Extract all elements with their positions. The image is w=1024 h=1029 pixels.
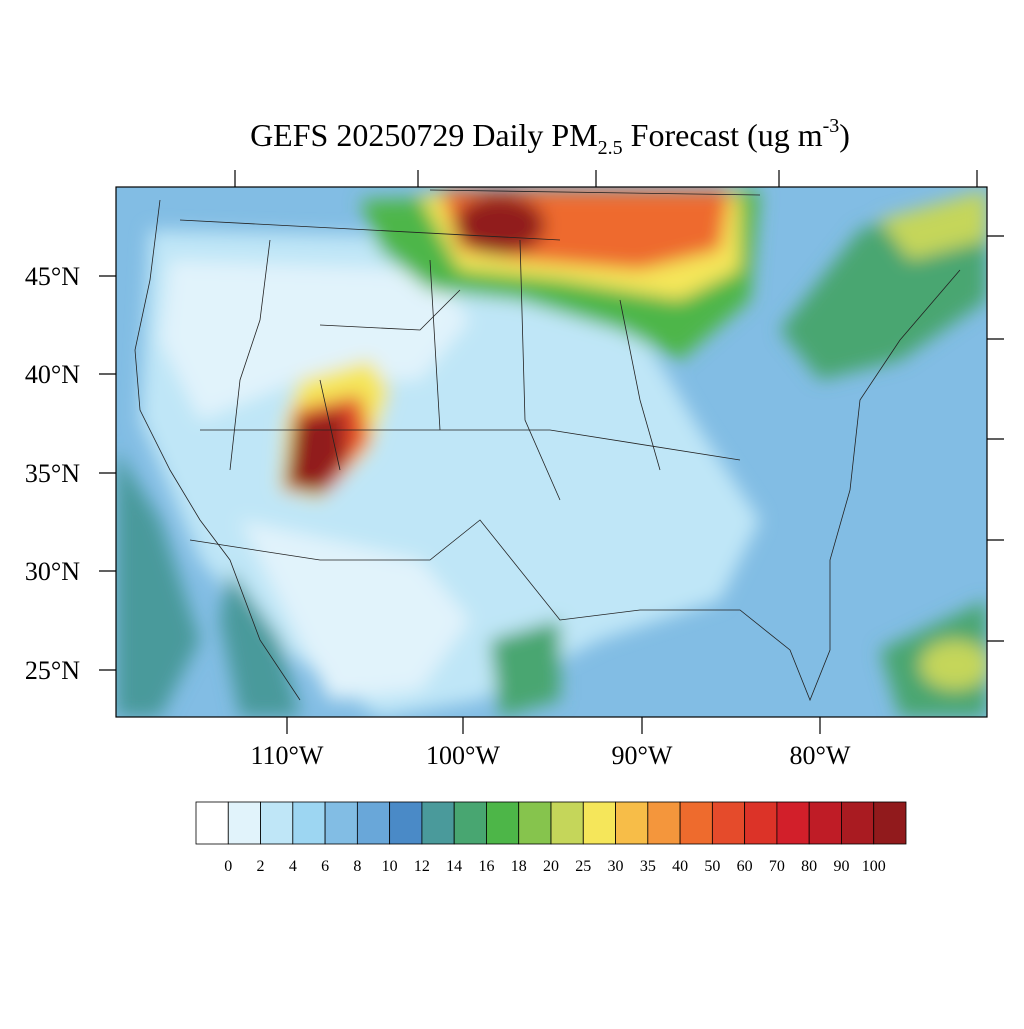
colorbar-label: 8 bbox=[353, 858, 361, 875]
colorbar-box bbox=[227, 801, 261, 845]
lat-label: 45°N bbox=[25, 262, 80, 291]
colorbar-label: 50 bbox=[704, 858, 720, 875]
lat-label: 40°N bbox=[25, 360, 80, 389]
lon-label: 100°W bbox=[426, 741, 500, 770]
colorbar-box bbox=[324, 801, 358, 845]
colorbar-box bbox=[744, 801, 778, 845]
title-end: ) bbox=[839, 117, 850, 153]
map-frame bbox=[115, 186, 988, 718]
pm25-field bbox=[116, 187, 987, 717]
colorbar-box bbox=[260, 801, 294, 845]
colorbar-label: 80 bbox=[801, 858, 817, 875]
colorbar-box bbox=[195, 801, 229, 845]
colorbar-box bbox=[776, 801, 810, 845]
colorbar-box bbox=[486, 801, 520, 845]
colorbar-box bbox=[615, 801, 649, 845]
colorbar-label: 90 bbox=[833, 858, 849, 875]
colorbar-label: 6 bbox=[321, 858, 329, 875]
colorbar-label: 70 bbox=[769, 858, 785, 875]
colorbar-box bbox=[550, 801, 584, 845]
frame-ticks bbox=[99, 170, 1004, 734]
colorbar-label: 100 bbox=[862, 858, 886, 875]
colorbar-box bbox=[582, 801, 616, 845]
colorbar-box bbox=[873, 801, 907, 845]
colorbar-label: 12 bbox=[414, 858, 430, 875]
colorbar: 0 2 4 6 8 10 12 14 16 18 20 25 30 35 40 50 60 70 80 90 100 bbox=[195, 801, 907, 875]
lat-label: 25°N bbox=[25, 656, 80, 685]
lon-label: 80°W bbox=[790, 741, 851, 770]
colorbar-box bbox=[647, 801, 681, 845]
map-title: GEFS 20250729 Daily PM2.5 Forecast (ug m… bbox=[250, 115, 850, 159]
colorbar-label: 18 bbox=[511, 858, 527, 875]
lon-label: 110°W bbox=[251, 741, 324, 770]
colorbar-label: 14 bbox=[446, 858, 462, 875]
colorbar-label: 0 bbox=[224, 858, 232, 875]
colorbar-box bbox=[389, 801, 423, 845]
colorbar-label: 30 bbox=[608, 858, 624, 875]
colorbar-box bbox=[518, 801, 552, 845]
colorbar-label: 4 bbox=[289, 858, 297, 875]
colorbar-label: 20 bbox=[543, 858, 559, 875]
title-superscript: -3 bbox=[823, 115, 840, 137]
colorbar-box bbox=[711, 801, 746, 845]
colorbar-label: 25 bbox=[575, 858, 591, 875]
colorbar-box bbox=[808, 801, 842, 845]
colorbar-label: 40 bbox=[672, 858, 688, 875]
title-main: GEFS 20250729 Daily PM bbox=[250, 117, 598, 153]
lat-label: 30°N bbox=[25, 557, 80, 586]
colorbar-label: 10 bbox=[382, 858, 398, 875]
colorbar-label: 60 bbox=[737, 858, 753, 875]
lon-label: 90°W bbox=[612, 741, 673, 770]
colorbar-box bbox=[679, 801, 713, 845]
boundaries bbox=[134, 189, 961, 702]
colorbar-box bbox=[453, 801, 487, 845]
title-subscript: 2.5 bbox=[598, 137, 623, 159]
colorbar-box bbox=[841, 801, 875, 845]
colorbar-box bbox=[421, 801, 455, 845]
title-rest: Forecast (ug m bbox=[623, 117, 823, 153]
lat-label: 35°N bbox=[25, 459, 80, 488]
colorbar-label: 2 bbox=[257, 858, 265, 875]
colorbar-box bbox=[292, 801, 326, 845]
colorbar-label: 35 bbox=[640, 858, 656, 875]
colorbar-box bbox=[356, 801, 391, 845]
colorbar-label: 16 bbox=[478, 858, 494, 875]
